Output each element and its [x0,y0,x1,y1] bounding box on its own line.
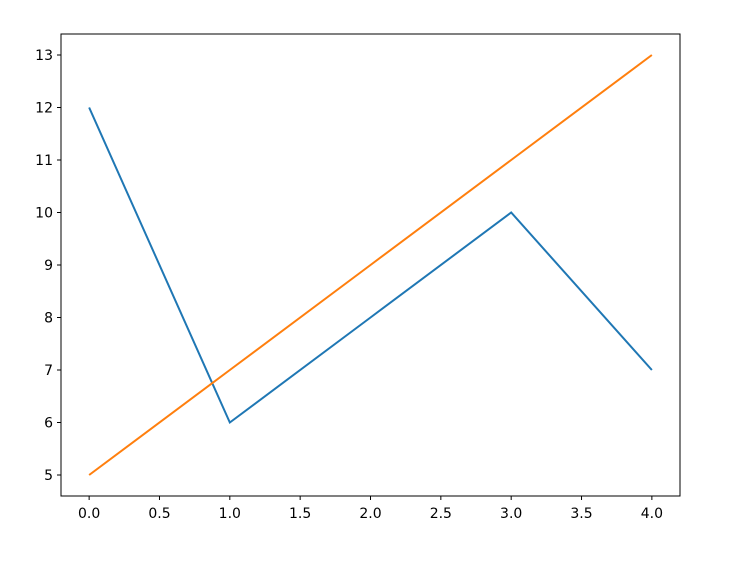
x-tick-label: 0.5 [148,506,170,522]
y-tick-label: 7 [44,363,53,379]
plot-lines [88,54,653,476]
series-line-2 [88,54,653,476]
x-tick-label: 4.0 [641,506,663,522]
x-axis: 0.0 0.5 1.0 1.5 2.0 2.5 3.0 3.5 4.0 [78,496,663,522]
x-tick-label: 3.5 [570,506,592,522]
x-tick-label: 3.0 [500,506,522,522]
x-tick-label: 0.0 [78,506,100,522]
x-tick-label: 2.5 [430,506,452,522]
y-tick-label: 10 [35,206,53,222]
y-tick-label: 5 [44,468,53,484]
y-axis: 5 6 7 8 9 10 11 12 13 [35,48,61,484]
x-tick-label: 2.0 [359,506,381,522]
y-tick-label: 11 [35,153,53,169]
y-tick-label: 8 [44,311,53,327]
x-tick-label: 1.5 [289,506,311,522]
series-line-1 [88,107,653,425]
x-tick-label: 1.0 [219,506,241,522]
y-tick-label: 12 [35,101,53,117]
y-tick-label: 13 [35,48,53,64]
y-tick-label: 9 [44,258,53,274]
axes-frame [60,33,681,497]
y-tick-label: 6 [44,416,53,432]
